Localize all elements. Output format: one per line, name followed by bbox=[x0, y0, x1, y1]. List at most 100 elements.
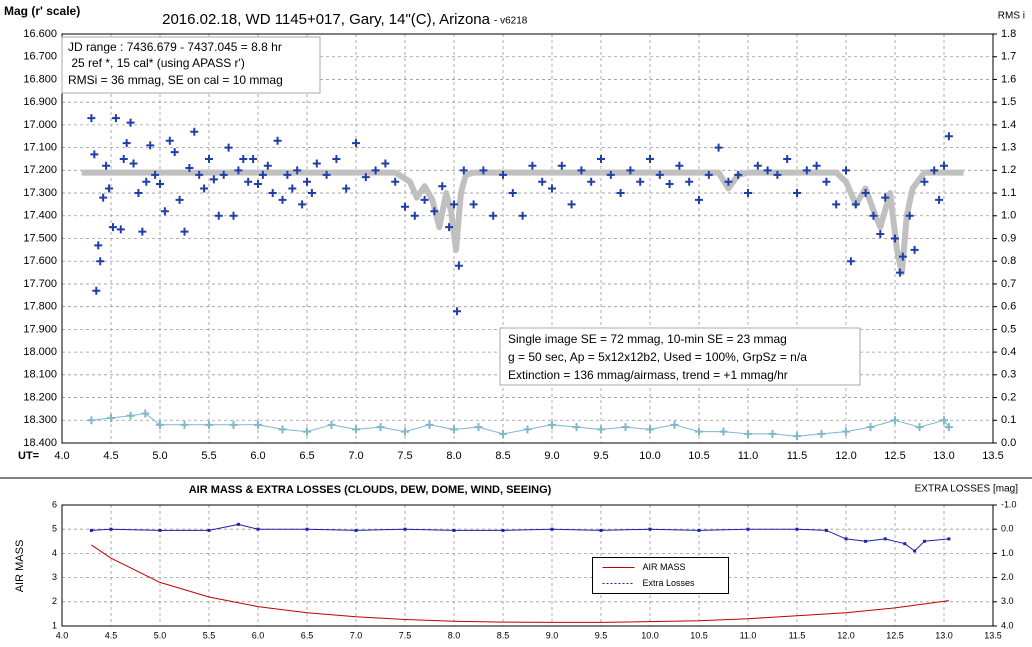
data-point bbox=[851, 200, 860, 209]
data-point bbox=[332, 154, 341, 163]
x-tick-label: 8.5 bbox=[497, 630, 510, 640]
data-point bbox=[895, 268, 904, 277]
x-tick-label: 6.5 bbox=[301, 630, 314, 640]
data-point bbox=[244, 177, 253, 186]
data-point bbox=[597, 154, 605, 163]
data-point bbox=[170, 148, 179, 157]
y-tick-label: 17.900 bbox=[23, 323, 57, 335]
data-point bbox=[175, 195, 184, 204]
x-tick-label: 6.5 bbox=[299, 450, 314, 462]
data-point bbox=[430, 207, 439, 216]
data-point bbox=[239, 154, 248, 163]
y2-tick-label: 1.3 bbox=[1001, 142, 1016, 154]
data-point bbox=[548, 420, 556, 429]
y-axis-title: Mag (r' scale) bbox=[4, 4, 80, 18]
data-point bbox=[744, 189, 752, 198]
series-line bbox=[81, 169, 964, 276]
data-point bbox=[361, 173, 370, 182]
y2-tick-label: 0.4 bbox=[1001, 346, 1016, 358]
data-point bbox=[866, 423, 875, 432]
y2-tick-label: 0.6 bbox=[1001, 301, 1016, 313]
data-point bbox=[87, 416, 96, 425]
x-tick-label: 10.5 bbox=[688, 450, 709, 462]
data-point bbox=[891, 416, 899, 425]
data-point bbox=[920, 177, 929, 186]
data-point bbox=[773, 170, 782, 179]
data-point bbox=[229, 211, 238, 220]
data-point bbox=[92, 286, 101, 295]
data-point bbox=[156, 179, 164, 188]
data-point bbox=[403, 527, 407, 531]
annotation-frame bbox=[499, 327, 861, 386]
data-point bbox=[111, 114, 120, 123]
data-point bbox=[665, 179, 674, 188]
data-point bbox=[479, 166, 488, 175]
data-point bbox=[126, 411, 135, 420]
data-point bbox=[599, 528, 603, 532]
y2-tick-label: 1.8 bbox=[1001, 28, 1016, 40]
data-point bbox=[180, 420, 189, 429]
y2-tick-label: 1.6 bbox=[1001, 73, 1016, 85]
data-point bbox=[557, 161, 566, 170]
y-tick-label: 17.000 bbox=[23, 119, 57, 131]
y2-tick-label: 0.0 bbox=[1001, 524, 1014, 534]
data-point bbox=[940, 161, 948, 170]
y-tick-label: 17.500 bbox=[23, 232, 57, 244]
x-tick-label: 11.5 bbox=[787, 450, 808, 462]
annotation: 25 ref *, 15 cal* (using APASS r') bbox=[68, 56, 245, 70]
x-tick-label: 13.5 bbox=[982, 450, 1003, 462]
data-point bbox=[606, 170, 615, 179]
data-point bbox=[108, 223, 117, 232]
data-point bbox=[935, 195, 944, 204]
x-tick-label: 7.5 bbox=[399, 630, 412, 640]
y2-tick-label: 1.7 bbox=[1001, 51, 1016, 63]
data-point bbox=[910, 245, 919, 254]
data-point bbox=[126, 118, 135, 127]
data-point bbox=[646, 425, 654, 434]
data-point bbox=[913, 549, 917, 553]
annotation-box: Single image SE = 72 mmag, 10-min SE = 2… bbox=[499, 327, 861, 386]
data-point bbox=[567, 200, 576, 209]
x-tick-label: 5.5 bbox=[201, 450, 216, 462]
x-tick-label: 10.5 bbox=[690, 630, 708, 640]
data-point bbox=[452, 307, 461, 316]
data-point bbox=[621, 423, 630, 432]
data-point bbox=[401, 427, 409, 436]
data-point bbox=[105, 184, 114, 193]
y2-tick-label: 0.5 bbox=[1001, 323, 1016, 335]
data-point bbox=[538, 177, 547, 186]
data-point bbox=[499, 429, 507, 438]
y-tick-label: 5 bbox=[52, 524, 57, 534]
chart-title: AIR MASS & EXTRA LOSSES (CLOUDS, DEW, DO… bbox=[189, 484, 552, 496]
data-point bbox=[342, 184, 351, 193]
x-tick-label: 9.0 bbox=[546, 630, 559, 640]
data-point bbox=[207, 528, 211, 532]
data-point bbox=[704, 170, 713, 179]
data-point bbox=[577, 166, 586, 175]
data-point bbox=[528, 161, 537, 170]
data-point bbox=[263, 161, 272, 170]
data-point bbox=[795, 527, 799, 531]
x-tick-label: 4.5 bbox=[103, 450, 118, 462]
data-point bbox=[903, 542, 907, 546]
y-tick-label: 2 bbox=[52, 596, 57, 606]
data-point bbox=[734, 170, 743, 179]
x-tick-label: 7.5 bbox=[397, 450, 412, 462]
legend-label: Extra Losses bbox=[643, 578, 696, 588]
data-point bbox=[303, 427, 311, 436]
data-point bbox=[224, 143, 233, 152]
data-point bbox=[99, 193, 108, 202]
x-tick-label: 12.5 bbox=[884, 450, 905, 462]
data-point bbox=[944, 132, 953, 141]
chart-subtitle: - v6218 bbox=[494, 16, 528, 27]
y2-tick-label: 1.2 bbox=[1001, 164, 1016, 176]
data-point bbox=[322, 170, 331, 179]
x-tick-label: 10.0 bbox=[641, 630, 659, 640]
data-point bbox=[146, 141, 155, 150]
y2-axis-title: EXTRA LOSSES [mag] bbox=[915, 484, 1019, 495]
data-point bbox=[876, 229, 885, 238]
data-point bbox=[817, 429, 826, 438]
data-point bbox=[234, 166, 243, 175]
